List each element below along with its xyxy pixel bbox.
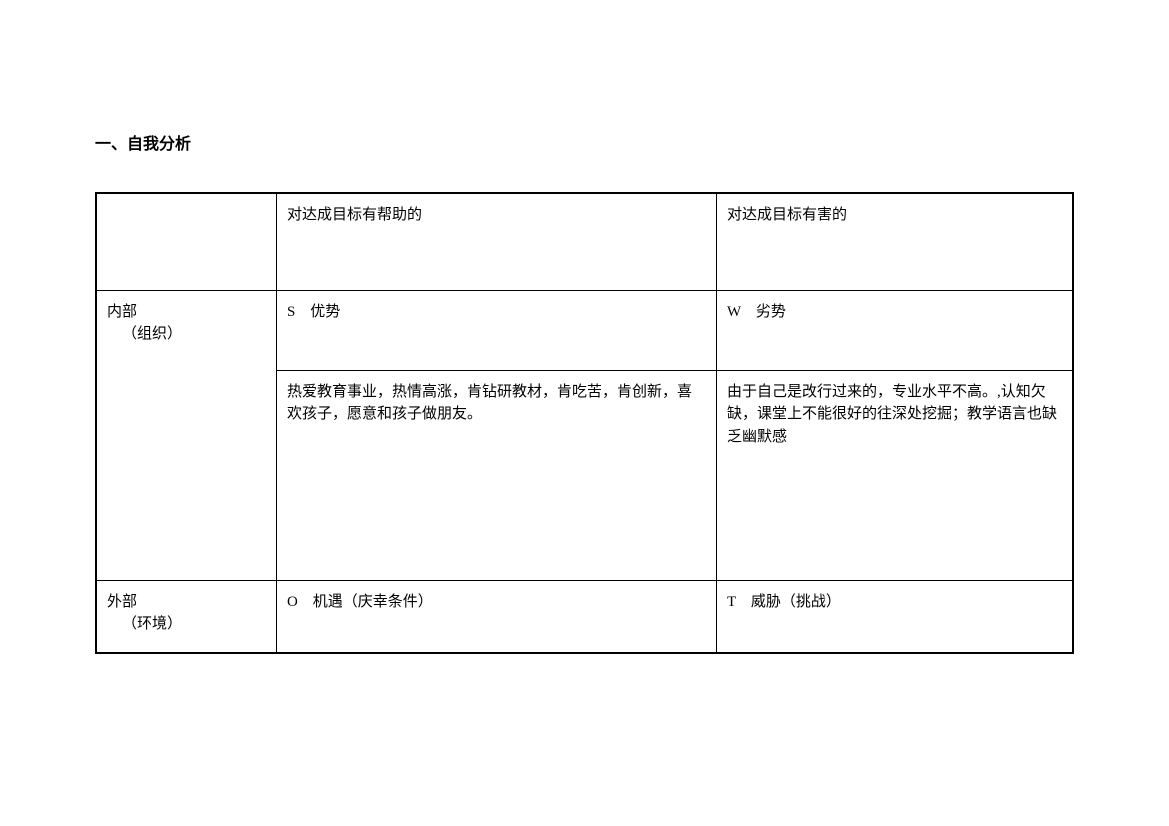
weaknesses-label-cell: W 劣势 xyxy=(717,290,1074,370)
internal-label-line1: 内部 xyxy=(107,304,137,320)
internal-label-cell: 内部 （组织） xyxy=(96,290,276,580)
opportunities-label-cell: O 机遇（庆幸条件） xyxy=(276,580,716,653)
external-label-line2: （环境） xyxy=(107,613,266,636)
threats-label-cell: T 威胁（挑战） xyxy=(717,580,1074,653)
header-blank-cell xyxy=(96,193,276,290)
swot-table: 对达成目标有帮助的 对达成目标有害的 内部 （组织） S 优势 W 劣势 热爱教… xyxy=(95,192,1074,654)
external-label-line1: 外部 xyxy=(107,594,137,610)
header-row: 对达成目标有帮助的 对达成目标有害的 xyxy=(96,193,1073,290)
internal-label-row: 内部 （组织） S 优势 W 劣势 xyxy=(96,290,1073,370)
weaknesses-content-cell: 由于自己是改行过来的，专业水平不高。,认知欠缺，课堂上不能很好的往深处挖掘；教学… xyxy=(717,370,1074,580)
header-harmful-cell: 对达成目标有害的 xyxy=(717,193,1074,290)
strengths-content-cell: 热爱教育事业，热情高涨，肯钻研教材，肯吃苦，肯创新，喜欢孩子，愿意和孩子做朋友。 xyxy=(276,370,716,580)
page-container: 一、自我分析 对达成目标有帮助的 对达成目标有害的 内部 （组织） S 优势 W… xyxy=(0,0,1169,654)
external-label-row: 外部 （环境） O 机遇（庆幸条件） T 威胁（挑战） xyxy=(96,580,1073,653)
header-helpful-cell: 对达成目标有帮助的 xyxy=(276,193,716,290)
external-label-cell: 外部 （环境） xyxy=(96,580,276,653)
internal-label-line2: （组织） xyxy=(107,323,266,346)
strengths-label-cell: S 优势 xyxy=(276,290,716,370)
section-title: 一、自我分析 xyxy=(95,130,1074,154)
